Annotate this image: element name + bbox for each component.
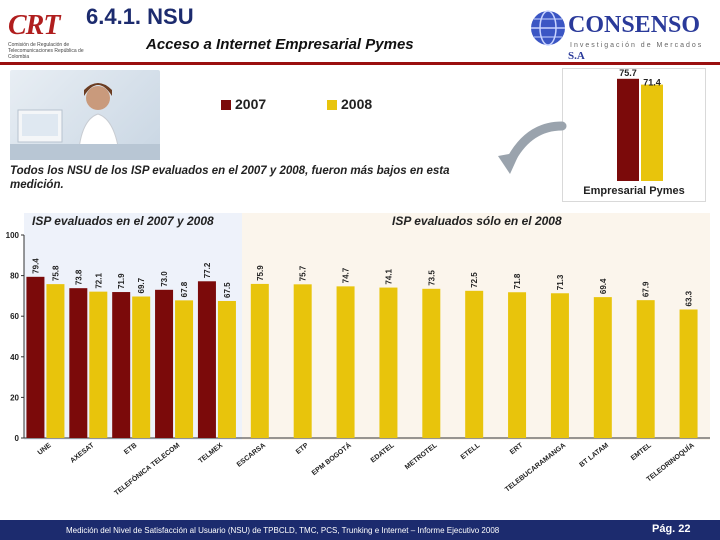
- legend-label-2008: 2008: [341, 96, 373, 112]
- bar-label-2007: 71.9: [117, 273, 126, 289]
- bar-2007: [112, 292, 131, 438]
- bar-label-2007: 77.2: [203, 262, 212, 278]
- legend-label-2007: 2007: [235, 96, 267, 112]
- bar-label-2007: 73.8: [74, 269, 83, 285]
- bar-2007: [26, 276, 45, 438]
- bar-label-2007: 79.4: [31, 258, 40, 274]
- inset-bar-2007: [617, 78, 639, 181]
- bar-2007: [197, 281, 216, 438]
- bar-label-2008: 74.7: [342, 267, 351, 283]
- finding-note: Todos los NSU de los ISP evaluados en el…: [10, 165, 450, 191]
- bar-2008: [46, 284, 65, 438]
- category-label: METROTEL: [404, 442, 439, 472]
- bar-label-2008: 67.8: [180, 281, 189, 297]
- bar-2008: [636, 300, 655, 438]
- footer-bar: [0, 520, 720, 540]
- bar-2008: [508, 292, 527, 438]
- bar-2008: [379, 287, 398, 438]
- bar-label-2007: 73.0: [160, 271, 169, 287]
- bar-label-2008: 72.5: [470, 272, 479, 288]
- bar-2008: [293, 284, 312, 438]
- bar-2008: [250, 283, 269, 438]
- bar-2008: [422, 288, 441, 438]
- y-tick-label: 100: [6, 231, 20, 240]
- crt-logo-subtitle: Comisión de Regulación de Telecomunicaci…: [8, 42, 84, 60]
- slide-title: 6.4.1. NSU: [86, 4, 194, 29]
- bar-2008: [89, 291, 108, 438]
- bar-2008: [593, 297, 612, 438]
- inset-chart-box: 75.7 71.4 Empresarial Pymes: [562, 68, 706, 202]
- y-tick-label: 80: [10, 272, 19, 281]
- bar-2008: [465, 290, 484, 438]
- bar-2007: [155, 289, 174, 438]
- legend-swatch-2008: [327, 100, 337, 110]
- y-tick-label: 20: [10, 393, 19, 402]
- bar-label-2008: 71.3: [556, 274, 565, 290]
- chart-legend: 2007 2008: [215, 96, 395, 116]
- category-label: EDATEL: [370, 442, 397, 465]
- category-label: ETELL: [460, 442, 482, 462]
- inset-value-label: 75.7: [619, 69, 637, 78]
- category-label: AXESAT: [69, 442, 96, 465]
- curved-arrow-icon: [498, 121, 567, 174]
- bar-2008: [175, 300, 194, 438]
- bar-label-2008: 71.8: [513, 273, 522, 289]
- bar-2008: [217, 300, 236, 438]
- bar-label-2008: 75.8: [51, 265, 60, 281]
- bar-label-2008: 67.9: [642, 281, 651, 297]
- category-label: ETB: [123, 442, 138, 456]
- bar-label-2008: 73.5: [427, 270, 436, 286]
- bar-2008: [679, 309, 698, 438]
- bar-label-2008: 72.1: [94, 273, 103, 289]
- page-number: Pág. 22: [652, 523, 691, 535]
- header-rule: [0, 62, 720, 65]
- bar-2008: [550, 293, 569, 438]
- y-tick-label: 60: [10, 312, 19, 321]
- bar-label-2008: 74.1: [384, 268, 393, 284]
- bar-label-2008: 69.7: [137, 277, 146, 293]
- legend-swatch-2007: [221, 100, 231, 110]
- slide-subtitle: Acceso a Internet Empresarial Pymes: [146, 36, 414, 53]
- bar-label-2008: 63.3: [685, 290, 694, 306]
- category-label: ETP: [295, 442, 310, 456]
- globe-icon: [531, 10, 565, 46]
- crt-logo: CRT Comisión de Regulación de Telecomuni…: [8, 10, 84, 60]
- person-at-desk-image: [10, 83, 160, 161]
- category-label: UNE: [37, 442, 53, 457]
- office-photo: [10, 70, 160, 161]
- category-label: ESCARSA: [236, 442, 267, 469]
- consenso-logo: CONSENSO S.A Investigación de Mercados: [528, 6, 718, 62]
- bar-2008: [336, 286, 355, 438]
- inset-chart: 75.7 71.4: [617, 69, 663, 181]
- category-label: BT LATAM: [578, 442, 610, 469]
- category-label: EMTEL: [630, 442, 654, 463]
- crt-logo-mark: CRT: [8, 10, 60, 41]
- consenso-name: CONSENSO: [568, 12, 701, 38]
- panel-right-header: ISP evaluados sólo en el 2008: [392, 214, 562, 228]
- inset-value-label: 71.4: [643, 78, 661, 88]
- consenso-tagline: Investigación de Mercados: [570, 42, 704, 49]
- footer-text: Medición del Nivel de Satisfacción al Us…: [66, 526, 500, 535]
- inset-chart-label: Empresarial Pymes: [583, 185, 685, 197]
- bar-label-2008: 69.4: [599, 278, 608, 294]
- bar-2007: [69, 288, 88, 438]
- panel-left-header: ISP evaluados en el 2007 y 2008: [32, 214, 214, 228]
- bar-2008: [132, 296, 151, 438]
- y-tick-label: 0: [15, 434, 20, 443]
- consenso-suffix: S.A: [568, 50, 585, 62]
- category-label: EPM BOGOTÁ: [310, 440, 353, 477]
- bar-label-2008: 67.5: [223, 282, 232, 298]
- y-tick-label: 40: [10, 353, 19, 362]
- inset-bar-2008: [641, 84, 663, 181]
- category-label: ERT: [509, 442, 525, 457]
- category-label: TELEFÓNICA TELECOM: [112, 440, 181, 497]
- bar-label-2008: 75.9: [256, 265, 265, 281]
- category-label: TELMEX: [197, 442, 224, 465]
- bar-label-2008: 75.7: [299, 265, 308, 281]
